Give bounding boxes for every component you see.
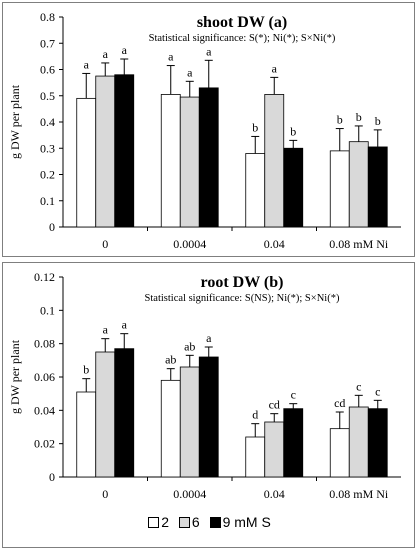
bar-2 — [329, 428, 350, 478]
significance-letter: a — [206, 44, 212, 58]
bar-6 — [348, 141, 369, 228]
y-tick-label: 0.8 — [40, 10, 55, 24]
significance-letter: a — [122, 318, 128, 332]
bar-9-mm-s — [114, 74, 135, 228]
y-tick-label: 0.12 — [34, 270, 55, 284]
bar-2 — [329, 150, 350, 228]
significance-letter: a — [84, 57, 90, 71]
y-axis-label: g DW per plant — [8, 84, 22, 159]
x-tick-label: 0.0004 — [173, 487, 206, 501]
chart-title: root DW (b) — [201, 274, 284, 291]
bar-6 — [264, 94, 285, 228]
legend-item-2: 2 — [148, 514, 169, 530]
legend-label-9: 9 mM S — [222, 514, 271, 530]
significance-letter: a — [272, 61, 278, 75]
x-tick-label: 0.04 — [264, 237, 285, 251]
y-tick-label: 0.6 — [40, 63, 55, 77]
bar-9-mm-s — [283, 408, 304, 478]
bar-6 — [179, 96, 200, 228]
significance-letter: a — [103, 47, 109, 61]
x-tick-label: 0.08 mM Ni — [329, 237, 389, 251]
legend-item-6: 6 — [178, 514, 200, 530]
significance-letter: a — [187, 65, 193, 79]
y-tick-label: 0.4 — [40, 115, 55, 129]
bar-2 — [160, 379, 181, 478]
bar-9-mm-s — [114, 348, 135, 478]
legend: 2 6 9 mM S — [3, 514, 416, 530]
legend-label-6: 6 — [191, 514, 200, 530]
bar-6 — [348, 406, 369, 478]
bar-6 — [179, 366, 200, 478]
significance-letter: a — [168, 50, 174, 64]
significance-letter: ab — [184, 339, 195, 353]
significance-letter: b — [337, 113, 343, 127]
bar-6 — [95, 351, 116, 478]
bar-9-mm-s — [283, 147, 304, 228]
y-axis-label: g DW per plant — [8, 339, 22, 414]
bar-6 — [95, 75, 116, 228]
chart-title: shoot DW (a) — [197, 14, 287, 31]
significance-letter: c — [375, 384, 380, 398]
bar-2 — [76, 97, 97, 228]
legend-swatch-9 — [209, 517, 221, 528]
significance-letter: cd — [269, 398, 280, 412]
y-tick-label: 0.08 — [34, 337, 55, 351]
y-tick-label: 0.1 — [40, 194, 55, 208]
y-tick-label: 0.2 — [40, 168, 55, 182]
significance-letter: cd — [334, 396, 345, 410]
significance-letter: a — [206, 331, 212, 345]
significance-letter: ab — [165, 353, 176, 367]
significance-letter: c — [356, 379, 361, 393]
bar-2 — [245, 436, 266, 478]
significance-letter: a — [122, 43, 128, 57]
bar-6 — [264, 421, 285, 478]
significance-letter: b — [356, 110, 362, 124]
shoot-dw-panel: shoot DW (a) Statistical significance: S(… — [2, 2, 415, 257]
y-tick-label: 0 — [49, 470, 55, 484]
x-tick-label: 0.0004 — [173, 237, 206, 251]
bar-2 — [160, 94, 181, 228]
bar-9-mm-s — [367, 146, 388, 228]
x-tick-label: 0.04 — [264, 487, 285, 501]
significance-letter: b — [375, 114, 381, 128]
significance-letter: b — [83, 363, 89, 377]
x-tick-label: 0.08 mM Ni — [329, 487, 389, 501]
legend-label-2: 2 — [161, 514, 169, 530]
significance-letter: a — [103, 323, 109, 337]
legend-swatch-2 — [148, 517, 160, 528]
legend-swatch-6 — [178, 517, 190, 528]
y-tick-label: 0.02 — [34, 437, 55, 451]
bar-9-mm-s — [198, 87, 219, 228]
significance-letter: c — [291, 388, 296, 402]
root-dw-panel: root DW (b) Statistical significance: S(N… — [2, 262, 415, 548]
significance-letter: b — [290, 124, 296, 138]
bar-2 — [245, 153, 266, 228]
shoot-dw-chart: shoot DW (a) Statistical significance: S(… — [8, 10, 401, 251]
bar-2 — [76, 391, 97, 478]
y-tick-label: 0.06 — [34, 370, 55, 384]
legend-item-9: 9 mM S — [209, 514, 271, 530]
significance-letter: b — [252, 120, 258, 134]
y-tick-label: 0.3 — [40, 141, 55, 155]
y-tick-label: 0.1 — [40, 303, 55, 317]
root-dw-chart: root DW (b) Statistical significance: S(N… — [8, 270, 401, 501]
bar-9-mm-s — [198, 356, 219, 478]
y-tick-label: 0 — [49, 220, 55, 234]
chart-subtitle: Statistical significance: S(NS); Ni(*); … — [145, 293, 340, 304]
x-tick-label: 0 — [102, 237, 108, 251]
x-tick-label: 0 — [102, 487, 108, 501]
bar-9-mm-s — [367, 408, 388, 478]
significance-letter: d — [252, 408, 258, 422]
y-tick-label: 0.5 — [40, 89, 55, 103]
y-tick-label: 0.7 — [40, 36, 55, 50]
y-tick-label: 0.04 — [34, 403, 55, 417]
chart-subtitle: Statistical significance: S(*); Ni(*); S… — [149, 33, 336, 44]
